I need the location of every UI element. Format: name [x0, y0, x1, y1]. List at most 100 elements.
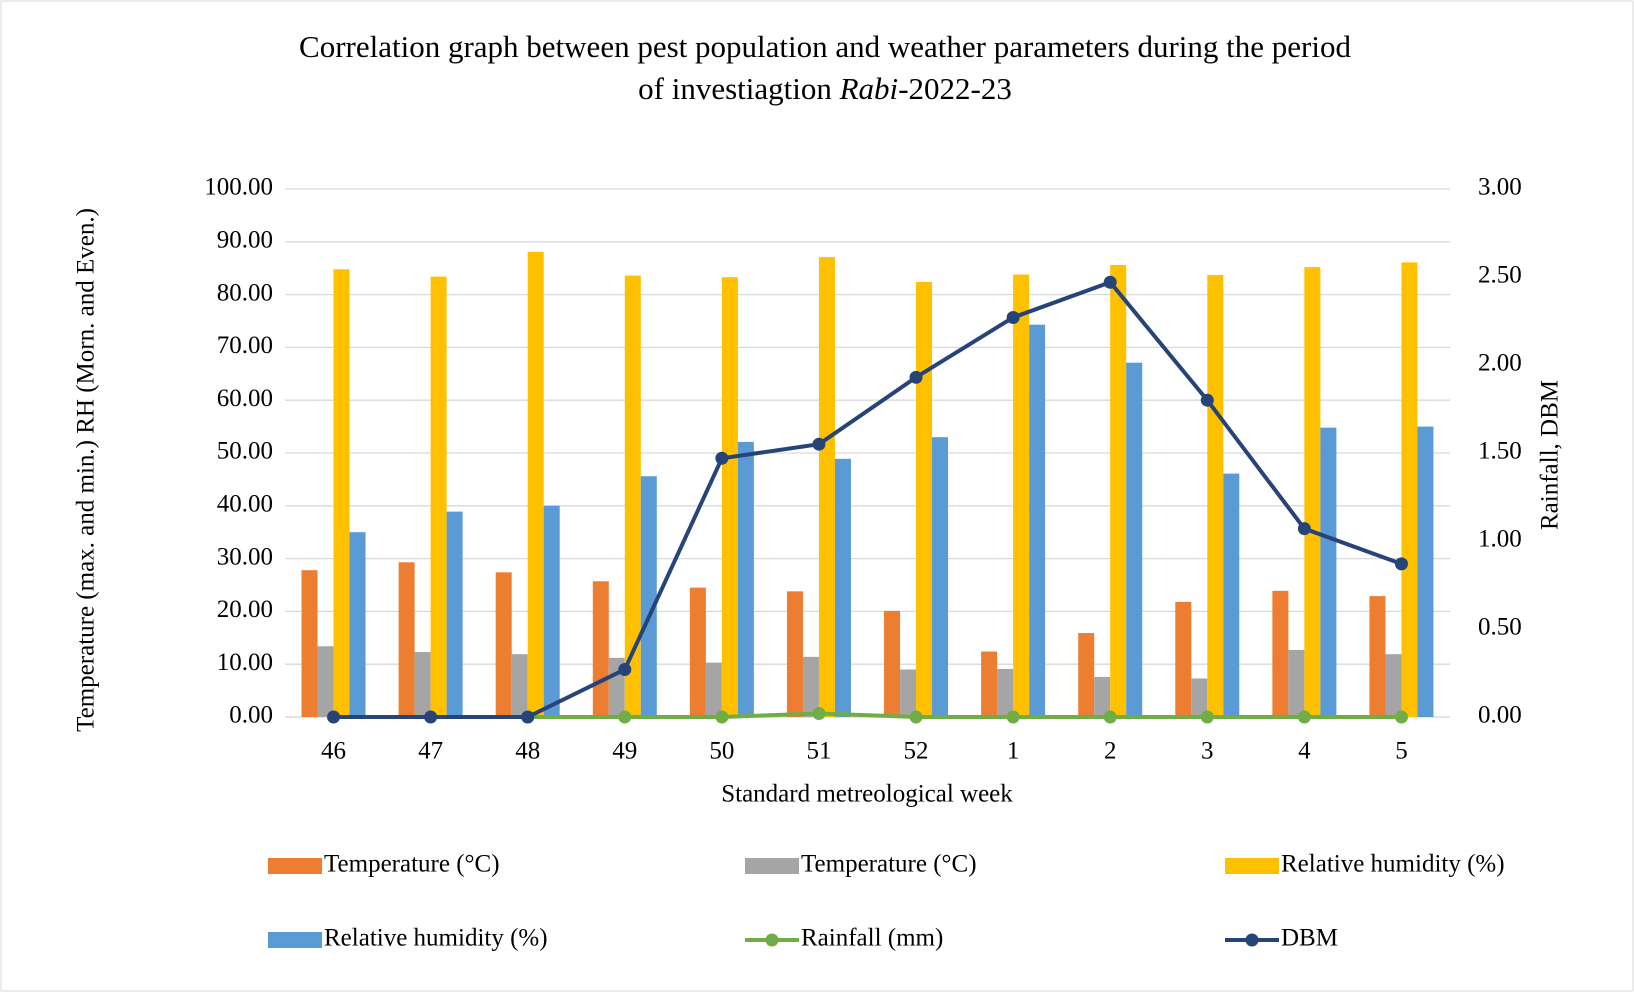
- point: [327, 710, 341, 724]
- bar: [834, 458, 851, 717]
- x-tick-label: 1: [1007, 738, 1020, 765]
- legend-label: Temperature (°C): [801, 851, 977, 878]
- bar: [721, 277, 738, 717]
- bar: [1191, 678, 1208, 717]
- bar: [430, 276, 447, 717]
- bar: [916, 281, 933, 717]
- x-tick-label: 50: [709, 738, 734, 765]
- legend-label: Temperature (°C): [324, 851, 500, 878]
- bar: [1175, 601, 1192, 717]
- y-tick-label: 80.00: [217, 279, 273, 306]
- x-tick-label: 2: [1104, 738, 1117, 765]
- bar: [1094, 676, 1111, 717]
- point: [1103, 275, 1117, 289]
- x-tick-label: 51: [806, 738, 831, 765]
- bar: [333, 269, 350, 717]
- point: [909, 370, 923, 384]
- bar: [1320, 427, 1337, 717]
- bar: [997, 668, 1014, 717]
- x-tick-label: 5: [1395, 738, 1408, 765]
- bar: [1417, 426, 1434, 717]
- point: [1200, 393, 1214, 407]
- point: [1394, 557, 1408, 571]
- bar: [884, 610, 901, 717]
- title-part: -2022-23: [898, 71, 1012, 106]
- bar: [689, 587, 706, 717]
- bar: [317, 646, 334, 717]
- x-axis-title: Standard metreological week: [721, 781, 1013, 808]
- point: [715, 451, 729, 465]
- legend-label: Relative humidity (%): [1281, 851, 1505, 878]
- bar: [1288, 649, 1305, 717]
- bar: [1126, 362, 1143, 717]
- y-tick-label: 10.00: [217, 649, 273, 676]
- point: [909, 710, 923, 724]
- bar: [1369, 596, 1386, 717]
- legend-swatch: [745, 858, 799, 874]
- bar: [1272, 590, 1289, 717]
- bar: [543, 505, 560, 717]
- point: [1006, 710, 1020, 724]
- bar: [1207, 275, 1224, 717]
- bar: [1110, 265, 1127, 717]
- y2-tick-label: 0.50: [1478, 614, 1522, 641]
- y-tick-label: 40.00: [217, 491, 273, 518]
- x-tick-label: 4: [1298, 738, 1311, 765]
- bar: [511, 654, 528, 717]
- bar: [786, 591, 803, 717]
- line: [333, 279, 1403, 719]
- y2-tick-label: 0.00: [1478, 702, 1522, 729]
- x-tick-label: 48: [515, 738, 540, 765]
- point: [618, 710, 632, 724]
- legend-swatch: [268, 858, 322, 874]
- point: [812, 706, 826, 720]
- bar: [624, 275, 641, 717]
- y-tick-label: 100.00: [204, 174, 273, 201]
- title-part: Rabi: [839, 71, 899, 106]
- chart-title: of investiagtion Rabi-2022-23: [638, 71, 1012, 106]
- point: [812, 437, 826, 451]
- y2-tick-label: 1.50: [1478, 438, 1522, 465]
- y2-tick-label: 2.50: [1478, 262, 1522, 289]
- bar: [446, 511, 463, 717]
- legend-swatch: [1225, 858, 1279, 874]
- bar: [527, 251, 544, 717]
- bar: [349, 532, 366, 717]
- y-tick-label: 70.00: [217, 332, 273, 359]
- point: [1394, 710, 1408, 724]
- bar: [1385, 654, 1402, 717]
- chart-title: Correlation graph between pest populatio…: [299, 29, 1351, 64]
- point: [715, 710, 729, 724]
- title-line: Correlation graph between pest populatio…: [299, 29, 1351, 64]
- y2-tick-label: 3.00: [1478, 174, 1522, 201]
- legend-marker: [1245, 933, 1259, 947]
- y-tick-label: 30.00: [217, 543, 273, 570]
- bar: [818, 257, 835, 717]
- bar: [1078, 633, 1095, 717]
- legend-marker: [765, 933, 779, 947]
- legend-label: DBM: [1281, 925, 1338, 952]
- point: [1103, 710, 1117, 724]
- y-tick-label: 50.00: [217, 438, 273, 465]
- legend-swatch: [268, 932, 322, 948]
- x-tick-label: 46: [321, 738, 346, 765]
- point: [1006, 310, 1020, 324]
- bar: [1304, 267, 1321, 717]
- legend-label: Rainfall (mm): [801, 925, 943, 952]
- y2-tick-label: 2.00: [1478, 350, 1522, 377]
- point: [424, 710, 438, 724]
- bar: [737, 441, 754, 717]
- point: [1297, 710, 1311, 724]
- bar: [1029, 324, 1046, 717]
- bar: [1401, 262, 1418, 717]
- legend-label: Relative humidity (%): [324, 925, 548, 952]
- y-axis-title: Temperature (max. and min.) RH (Morn. an…: [73, 208, 100, 732]
- bar: [1013, 274, 1030, 717]
- bar: [495, 572, 512, 717]
- x-tick-label: 52: [904, 738, 929, 765]
- y-tick-label: 20.00: [217, 596, 273, 623]
- y-tick-label: 0.00: [229, 702, 273, 729]
- y2-axis-title: Rainfall, DBM: [1537, 380, 1564, 530]
- point: [1200, 710, 1214, 724]
